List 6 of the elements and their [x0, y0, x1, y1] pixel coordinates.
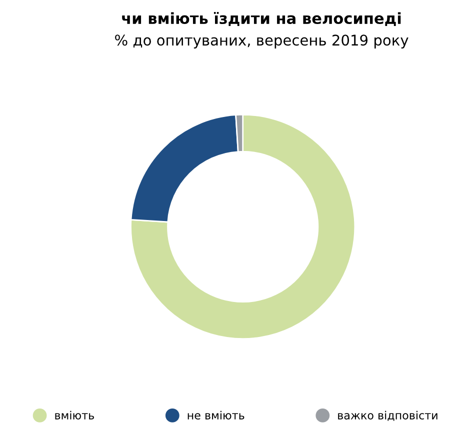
donut-slice	[130, 114, 356, 340]
legend-label: не вміють	[188, 410, 244, 420]
legend-label: вміють	[55, 410, 94, 420]
legend-label: важко відповісти	[338, 410, 438, 421]
chart-title: чи вміють їздити на велосипеді	[122, 12, 401, 26]
chart-subtitle: % до опитуваних, вересень 2019 року	[115, 34, 408, 48]
